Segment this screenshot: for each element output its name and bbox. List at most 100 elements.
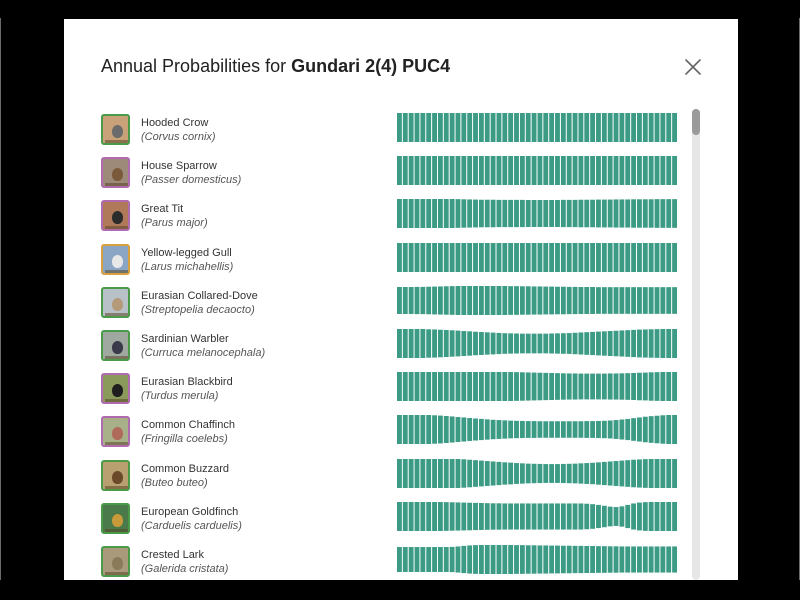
species-row[interactable]: European Goldfinch (Carduelis carduelis) xyxy=(64,501,704,542)
species-row[interactable]: Great Tit (Parus major) xyxy=(64,199,704,239)
weekly-probability-bar xyxy=(596,156,601,186)
species-thumbnail[interactable] xyxy=(101,416,130,448)
weekly-probability-bar xyxy=(619,419,625,440)
species-thumbnail[interactable] xyxy=(101,459,130,491)
species-thumbnail[interactable] xyxy=(101,546,130,577)
weekly-probability-bar xyxy=(631,286,637,314)
weekly-probability-bar xyxy=(642,286,648,314)
weekly-probability-bar xyxy=(519,200,525,228)
weekly-probability-bar xyxy=(601,242,607,272)
weekly-probability-bar xyxy=(402,372,408,402)
weekly-probability-bar xyxy=(502,333,508,354)
weekly-probability-bar xyxy=(473,285,478,315)
weekly-probability-bar xyxy=(467,545,473,574)
scrollbar-track[interactable] xyxy=(692,109,700,580)
perch-shape xyxy=(105,356,128,359)
weekly-probability-bar xyxy=(490,242,496,272)
species-row[interactable]: Yellow-legged Gull (Larus michahellis) xyxy=(64,242,704,283)
weekly-probability-bar xyxy=(566,545,572,574)
weekly-probability-bar xyxy=(560,286,566,315)
species-row[interactable]: House Sparrow (Passer domesticus) xyxy=(64,156,704,196)
species-common-name: Eurasian Blackbird xyxy=(141,376,233,389)
weekly-probability-bar xyxy=(443,199,449,229)
weekly-probability-bar xyxy=(560,503,566,530)
species-thumbnail[interactable] xyxy=(101,330,130,361)
weekly-probability-bar xyxy=(625,156,631,186)
weekly-probability-bar xyxy=(461,372,467,402)
species-row[interactable]: Eurasian Blackbird (Turdus merula) xyxy=(64,372,704,412)
weekly-probability-bar xyxy=(654,242,660,272)
weekly-probability-bar xyxy=(666,156,672,186)
weekly-probability-bar xyxy=(420,547,426,572)
weekly-probability-bar xyxy=(502,503,508,530)
weekly-probability-bar xyxy=(584,286,590,314)
weekly-probability-bar xyxy=(566,286,572,314)
weekly-probability-bar xyxy=(666,329,672,358)
species-row[interactable]: Common Chaffinch (Fringilla coelebs) xyxy=(64,415,704,455)
weekly-probability-bar xyxy=(648,546,654,573)
weekly-probability-bar xyxy=(666,546,672,573)
annual-probabilities-dialog: Annual Probabilities for Gundari 2(4) PU… xyxy=(64,19,738,580)
weekly-probability-bar xyxy=(484,113,490,142)
weekly-probability-bar xyxy=(408,156,414,186)
weekly-probability-bar xyxy=(508,503,514,530)
weekly-probability-bar xyxy=(584,156,590,186)
weekly-probability-bar xyxy=(537,545,543,574)
species-thumbnail[interactable] xyxy=(101,373,130,405)
weekly-probability-bar xyxy=(584,462,590,484)
annual-probability-sparkline xyxy=(397,242,677,272)
weekly-probability-bar xyxy=(654,113,660,142)
weekly-probability-bar xyxy=(414,199,420,229)
weekly-probability-bar xyxy=(555,200,560,228)
weekly-probability-bar xyxy=(496,332,502,355)
weekly-probability-bar xyxy=(467,285,473,315)
weekly-probability-bar xyxy=(514,333,519,354)
annual-probability-sparkline xyxy=(397,372,677,402)
species-row[interactable]: Crested Lark (Galerida cristata) xyxy=(64,545,704,580)
weekly-probability-bar xyxy=(420,156,426,186)
weekly-probability-bar xyxy=(437,242,443,272)
weekly-probability-bar xyxy=(572,421,578,439)
weekly-probability-bar xyxy=(426,286,432,315)
weekly-probability-bar xyxy=(625,546,631,573)
species-common-name: Great Tit xyxy=(141,203,184,216)
species-row[interactable]: Hooded Crow (Corvus cornix) xyxy=(64,113,704,153)
weekly-probability-bar xyxy=(578,242,584,272)
species-thumbnail[interactable] xyxy=(101,157,130,189)
weekly-probability-bar xyxy=(519,372,525,401)
weekly-probability-bar xyxy=(420,372,426,402)
weekly-probability-bar xyxy=(613,286,619,314)
weekly-probability-bar xyxy=(514,242,519,272)
weekly-probability-bar xyxy=(660,415,666,445)
weekly-probability-bar xyxy=(619,199,625,228)
weekly-probability-bar xyxy=(648,242,654,272)
weekly-probability-bar xyxy=(455,546,461,573)
species-thumbnail[interactable] xyxy=(101,243,130,275)
species-thumbnail[interactable] xyxy=(101,286,130,318)
weekly-probability-bar xyxy=(660,113,666,142)
species-row[interactable]: Eurasian Collared-Dove (Streptopelia deca… xyxy=(64,285,704,326)
weekly-probability-bar xyxy=(449,113,455,142)
species-row[interactable]: Sardinian Warbler (Curruca melanocephala) xyxy=(64,329,704,369)
species-thumbnail[interactable] xyxy=(101,114,130,145)
weekly-probability-bar xyxy=(619,460,625,487)
weekly-probability-bar xyxy=(590,546,596,573)
weekly-probability-bar xyxy=(637,242,642,272)
weekly-probability-bar xyxy=(596,199,601,228)
weekly-probability-bar xyxy=(426,415,432,445)
species-thumbnail[interactable] xyxy=(101,502,130,534)
weekly-probability-bar xyxy=(467,372,473,402)
weekly-probability-bar xyxy=(625,286,631,314)
weekly-probability-bar xyxy=(508,421,514,439)
weekly-probability-bar xyxy=(426,199,432,229)
weekly-probability-bar xyxy=(514,462,519,484)
weekly-probability-bar xyxy=(414,286,420,314)
scrollbar-thumb[interactable] xyxy=(692,109,700,135)
species-row[interactable]: Common Buzzard (Buteo buteo) xyxy=(64,458,704,499)
bird-icon xyxy=(112,211,123,225)
weekly-probability-bar xyxy=(531,545,537,574)
weekly-probability-bar xyxy=(490,420,496,440)
weekly-probability-bar xyxy=(543,373,549,401)
species-thumbnail[interactable] xyxy=(101,200,130,232)
close-button[interactable] xyxy=(682,56,704,78)
